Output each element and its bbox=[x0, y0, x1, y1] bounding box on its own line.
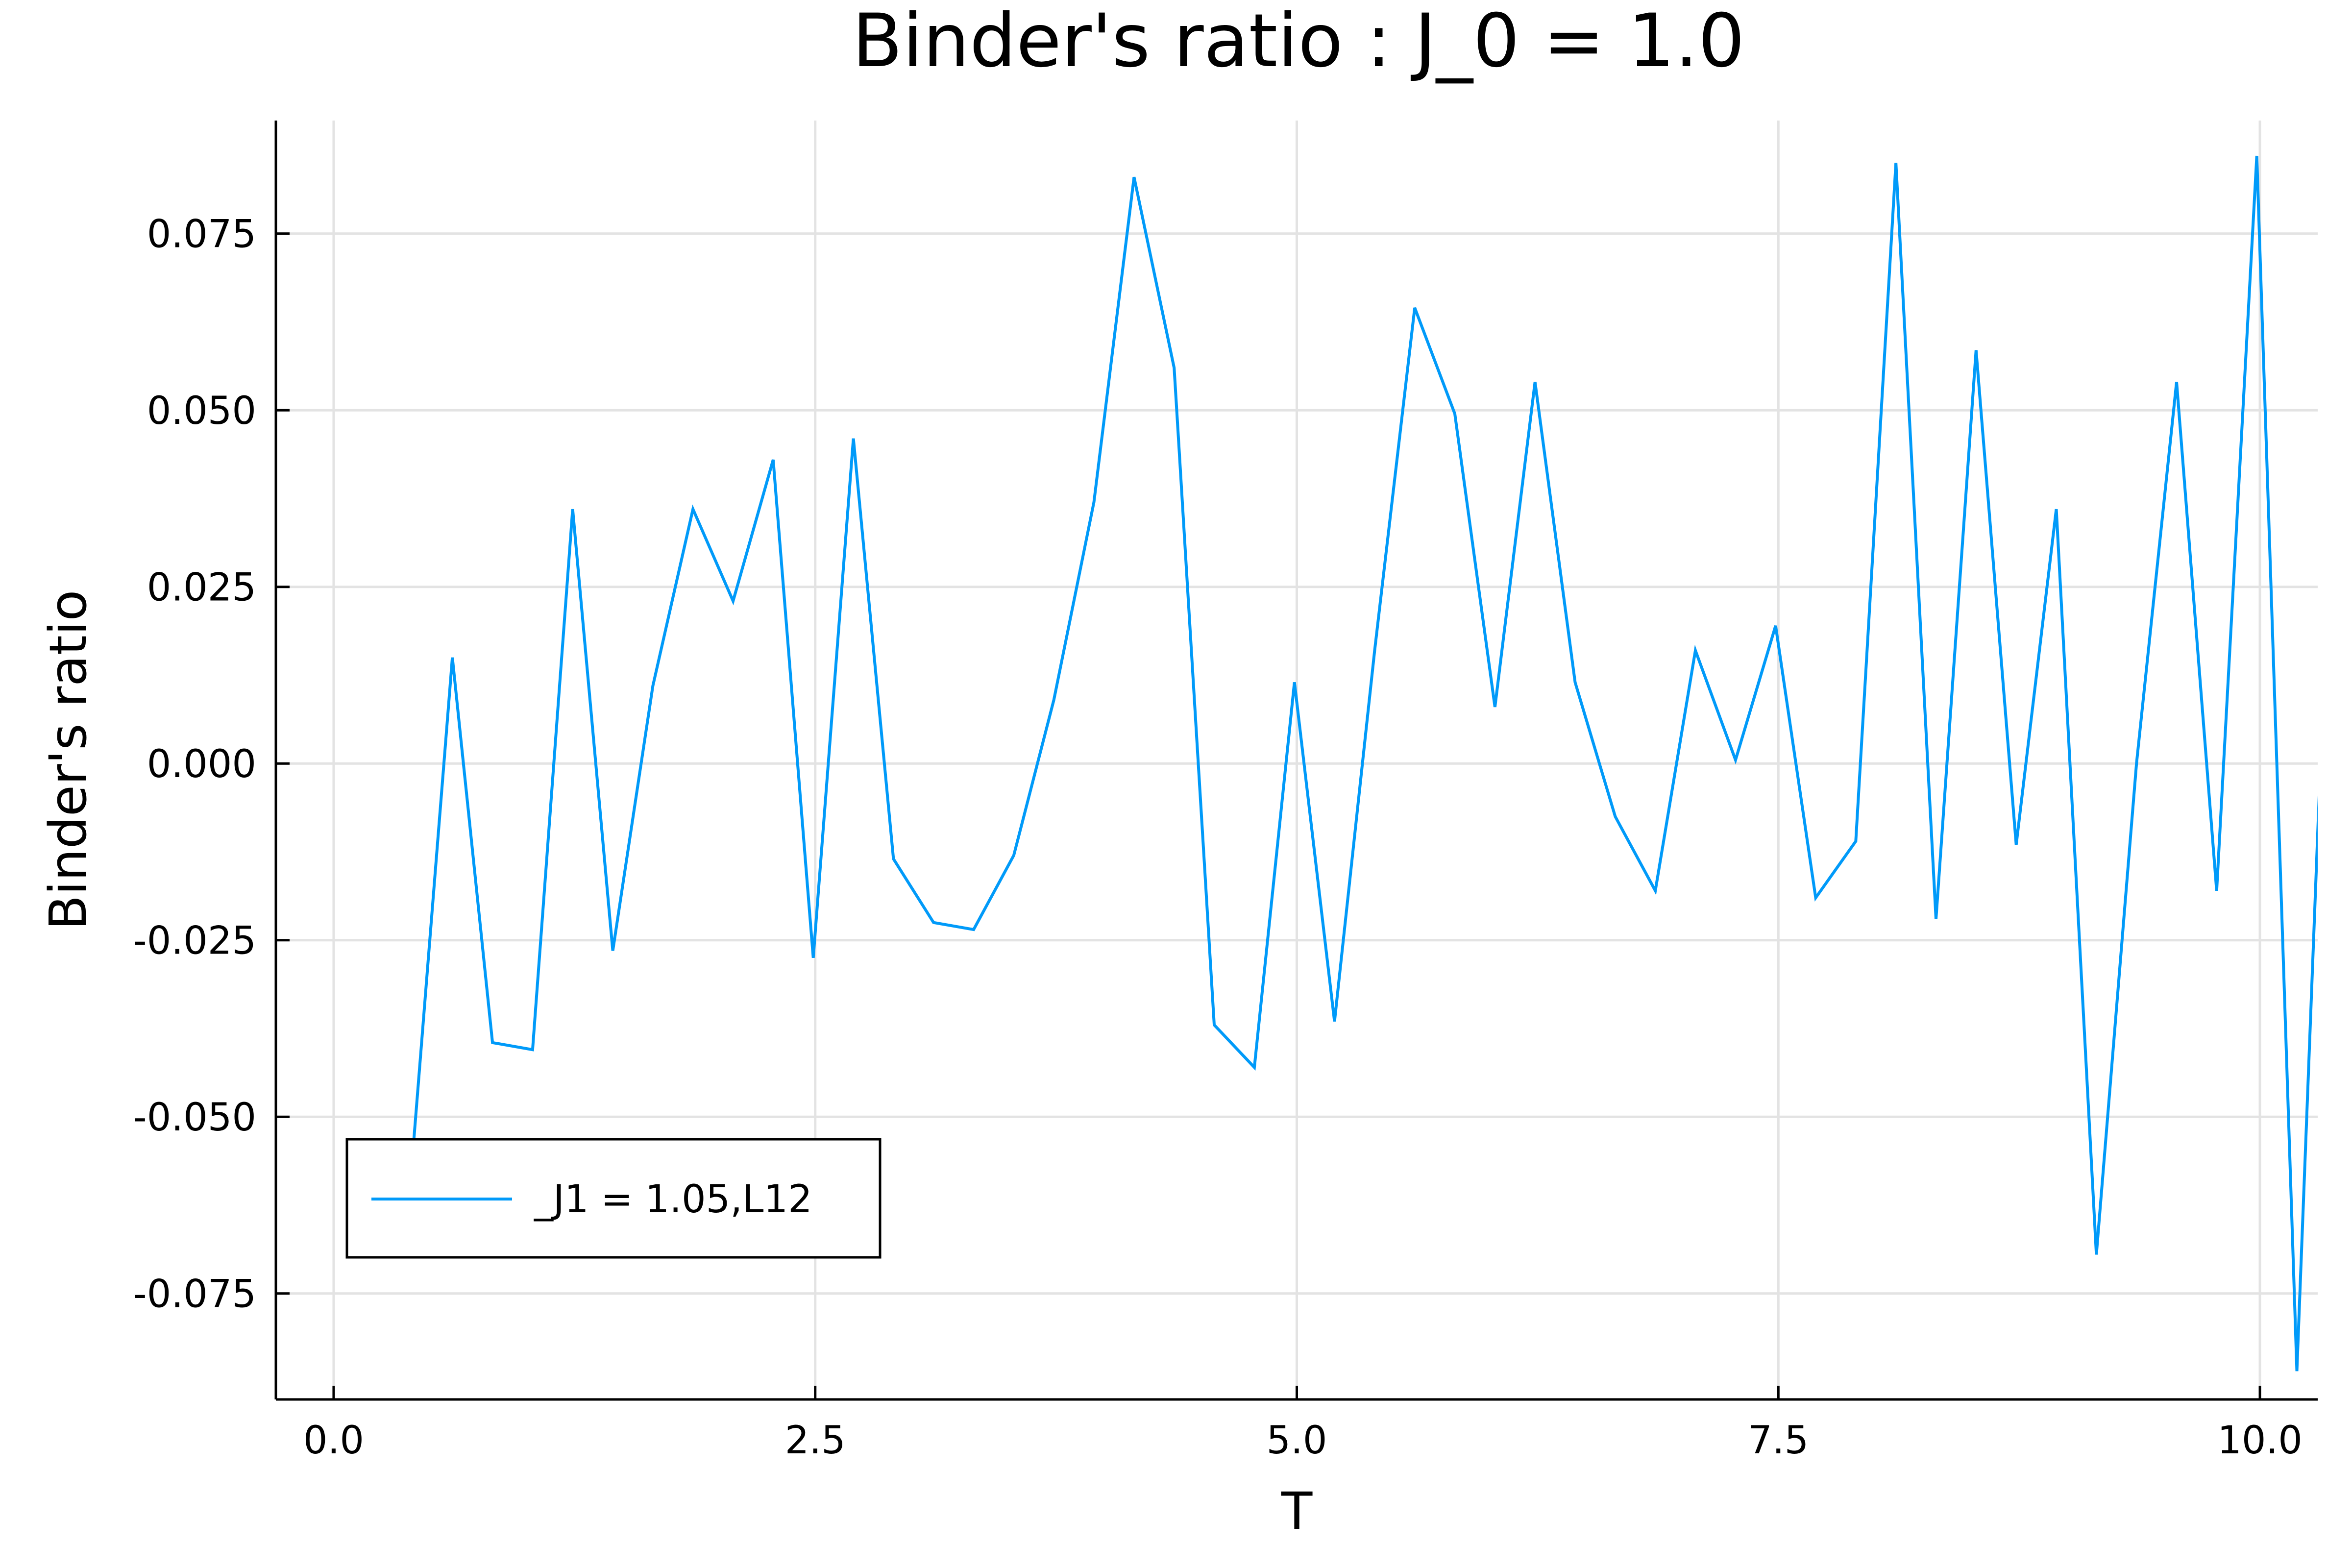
y-grid bbox=[276, 232, 2318, 1295]
y-tick-label: 0.025 bbox=[147, 566, 256, 610]
chart-title: Binder's ratio : J_0 = 1.0 bbox=[852, 0, 1745, 84]
x-axis-ticks: 0.0 2.5 5.0 7.5 10.0 bbox=[303, 1386, 2303, 1463]
x-tick-label: 10.0 bbox=[2217, 1419, 2303, 1463]
y-tick-label: -0.075 bbox=[133, 1273, 256, 1317]
y-tick-label: -0.050 bbox=[133, 1096, 256, 1140]
x-tick-label: 0.0 bbox=[303, 1419, 364, 1463]
x-axis-label: T bbox=[1281, 1481, 1313, 1541]
y-axis-label: Binder's ratio bbox=[38, 590, 98, 931]
x-tick-label: 7.5 bbox=[1748, 1419, 1809, 1463]
series-line bbox=[371, 155, 2318, 1372]
x-tick-label: 5.0 bbox=[1266, 1419, 1327, 1463]
y-tick-label: -0.025 bbox=[133, 919, 256, 963]
plot-series bbox=[371, 155, 2318, 1372]
y-tick-label: 0.000 bbox=[147, 742, 256, 786]
y-tick-label: 0.050 bbox=[147, 389, 256, 433]
legend: _J1 = 1.05,L12 bbox=[345, 1138, 882, 1259]
y-axis-ticks: -0.075 -0.050 -0.025 0.000 0.025 0.050 0.075 bbox=[133, 213, 290, 1317]
legend-series-label: _J1 = 1.05,L12 bbox=[534, 1177, 812, 1222]
x-tick-label: 2.5 bbox=[785, 1419, 846, 1463]
y-tick-label: 0.075 bbox=[147, 213, 256, 257]
